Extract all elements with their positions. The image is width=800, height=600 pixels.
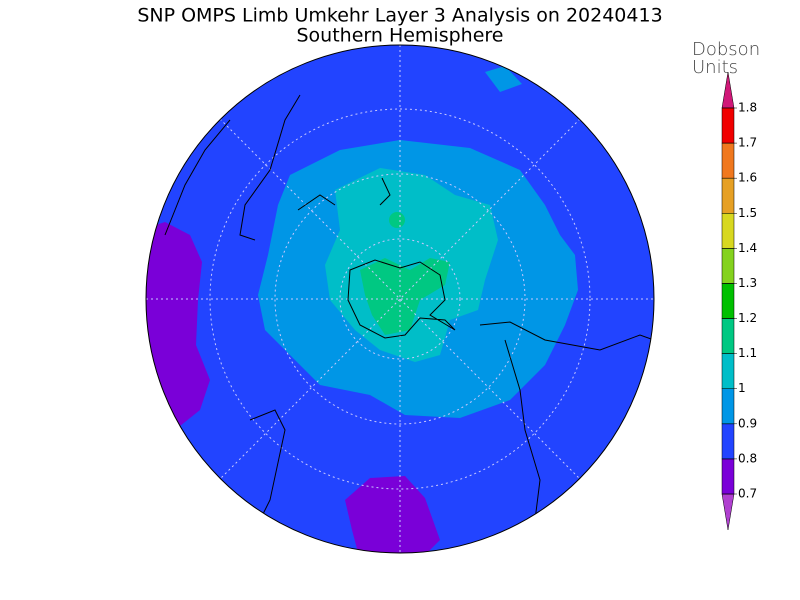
colorbar-tick-label: 1.3: [738, 276, 757, 290]
colorbar-segment: [721, 142, 735, 179]
colorbar-segment: [721, 318, 735, 354]
colorbar-tick-label: 0.8: [738, 451, 757, 465]
map: [146, 45, 654, 553]
colorbar-segment: [721, 213, 735, 249]
colorbar-segment: [721, 388, 735, 425]
colorbar-segment: [721, 177, 735, 214]
ozone-region: [360, 258, 450, 335]
colorbar-tick-label: 0.7: [738, 487, 757, 501]
colorbar-segment: [721, 423, 735, 460]
colorbar-segment: [721, 107, 735, 144]
colorbar-tick-label: 0.9: [738, 416, 757, 430]
map-border: [145, 44, 655, 554]
colorbar-tick-label: 1.5: [738, 206, 757, 220]
subtitle: Southern Hemisphere: [296, 25, 503, 47]
coastline: [164, 94, 654, 521]
graticule: [146, 45, 654, 553]
colorbar-tick-label: 1.1: [738, 346, 757, 360]
colorbar-segment: [721, 458, 735, 495]
colorbar-unit: Units: [692, 57, 738, 78]
ozone-region: [485, 66, 522, 92]
colorbar-tick-label: 1.8: [738, 101, 757, 115]
title: SNP OMPS Limb Umkehr Layer 3 Analysis on…: [137, 5, 662, 27]
low-ozone-region: [345, 476, 440, 553]
ozone-region: [389, 212, 405, 228]
colorbar-under: [721, 493, 735, 531]
colorbar-tick-label: 1.7: [738, 136, 757, 150]
colorbar-tick-label: 1.6: [738, 171, 757, 185]
colorbar-segment: [721, 248, 735, 284]
colorbar-segment: [721, 283, 735, 319]
colorbar-tick-label: 1: [738, 381, 746, 395]
colorbar-tick-label: 1.2: [738, 311, 757, 325]
colorbar-unit: Dobson: [692, 39, 760, 60]
colorbar-tick-label: 1.4: [738, 241, 757, 255]
colorbar: 0.7 0.8 0.9 1 1.1 1.2 1.3 1.4 1.5 1.6 1.7 1.8: [721, 71, 757, 531]
colorbar-segment: [721, 353, 735, 389]
